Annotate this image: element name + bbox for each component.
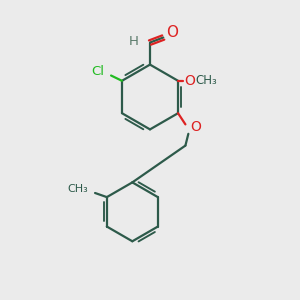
Text: O: O — [190, 120, 201, 134]
Text: O: O — [184, 74, 195, 88]
Text: CH₃: CH₃ — [196, 74, 217, 87]
Text: Cl: Cl — [91, 64, 104, 78]
Text: CH₃: CH₃ — [68, 184, 88, 194]
Text: H: H — [129, 34, 139, 48]
Text: O: O — [166, 25, 178, 40]
